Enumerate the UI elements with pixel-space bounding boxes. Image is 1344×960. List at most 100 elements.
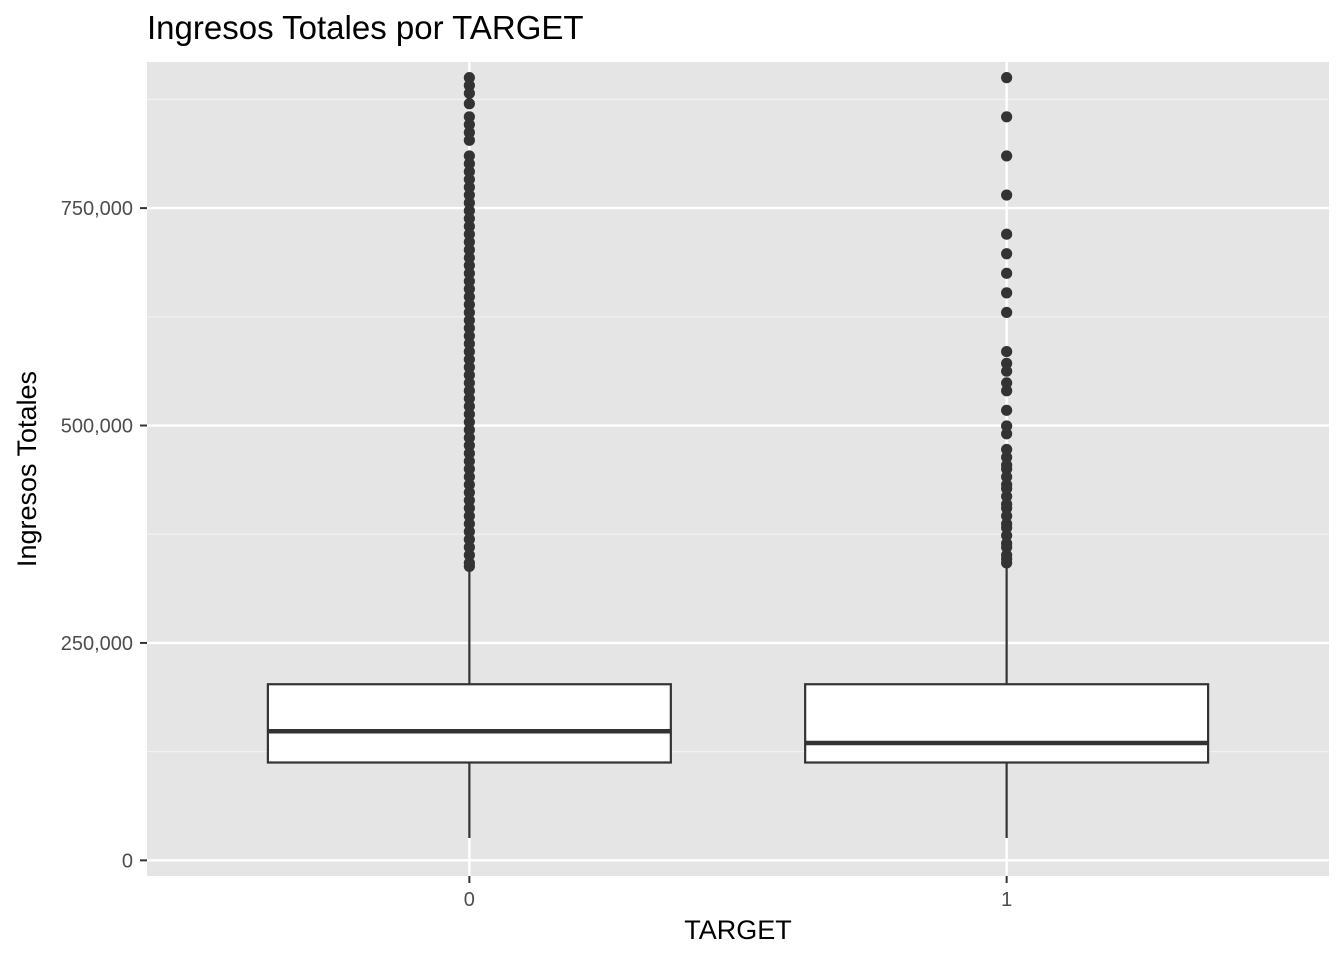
outlier-point [463, 439, 475, 452]
outlier-point [1001, 463, 1013, 475]
box-iqr [266, 683, 672, 764]
outlier-point [463, 361, 475, 373]
y-tick-label: 0 [122, 850, 133, 872]
outlier-point [463, 322, 475, 334]
outlier-point [463, 560, 475, 573]
outlier-point [1001, 490, 1013, 502]
outlier-point [463, 259, 475, 272]
outlier-point [1001, 72, 1013, 84]
outlier-point [463, 267, 475, 279]
outlier-point [463, 228, 475, 240]
y-axis: 0 250,000 500,000 750,000 [61, 198, 147, 872]
x-tick-label: 1 [1001, 889, 1012, 911]
outlier-point [1001, 287, 1013, 299]
outlier-point [463, 220, 475, 232]
outlier-point [1001, 529, 1013, 542]
outlier-point [463, 72, 475, 84]
outlier-point [463, 197, 475, 209]
outlier-point [463, 275, 475, 287]
outlier-point [463, 345, 475, 358]
outlier-point [463, 338, 475, 350]
outlier-point [463, 173, 475, 186]
outlier-point [463, 392, 475, 405]
outlier-point [463, 181, 475, 193]
outlier-point [463, 541, 475, 553]
outlier-point [1001, 443, 1013, 456]
outlier-point [463, 252, 475, 264]
outlier-point [463, 87, 475, 99]
outlier-point [463, 526, 475, 538]
outlier-point [1001, 502, 1013, 514]
outlier-point [463, 111, 475, 123]
y-tick-label: 750,000 [61, 198, 133, 220]
outlier-point [463, 447, 475, 459]
outlier-point [1001, 377, 1013, 389]
outlier-point [463, 416, 475, 428]
outlier-point [1001, 420, 1013, 432]
outlier-point [1001, 357, 1013, 369]
outlier-point [463, 314, 475, 326]
outlier-point [1001, 404, 1013, 416]
outlier-point [463, 377, 475, 389]
outlier-point [1001, 522, 1013, 534]
x-tick-label: 0 [464, 889, 475, 911]
outlier-point [463, 150, 475, 162]
outlier-point [1001, 306, 1013, 319]
outlier-point [1001, 482, 1013, 495]
outlier-point [1001, 385, 1013, 397]
y-tick-label: 250,000 [61, 633, 133, 655]
outlier-point [463, 165, 475, 178]
outlier-point [1001, 541, 1013, 553]
outlier-point [463, 119, 475, 131]
chart-title: Ingresos Totales por TARGET [147, 9, 584, 46]
outlier-point [463, 479, 475, 491]
outlier-point [463, 98, 475, 110]
outlier-point [463, 533, 475, 546]
box-iqr [804, 683, 1210, 764]
outlier-point [463, 126, 475, 139]
outlier-point [1001, 345, 1013, 358]
outlier-point [463, 212, 475, 225]
outlier-point [463, 400, 475, 412]
outlier-point [1001, 451, 1013, 463]
box-group-0 [266, 72, 672, 839]
outlier-point [463, 486, 475, 499]
outlier-point [463, 424, 475, 436]
outlier-point [1001, 471, 1013, 483]
outlier-point [1001, 150, 1013, 162]
y-tick-label: 500,000 [61, 416, 133, 438]
outlier-point [1001, 510, 1013, 522]
outlier-point [463, 471, 475, 483]
outlier-point [463, 236, 475, 248]
outlier-point [463, 510, 475, 522]
outlier-point [463, 502, 475, 514]
outlier-point [463, 158, 475, 170]
outlier-point [463, 79, 475, 92]
box-group-1 [804, 72, 1210, 839]
outlier-point [463, 306, 475, 319]
outlier-point [1001, 557, 1013, 569]
outlier-point [463, 494, 475, 506]
boxes-layer [266, 72, 1210, 839]
outlier-point [463, 330, 475, 342]
outlier-point [463, 353, 475, 366]
outlier-point [463, 299, 475, 311]
outlier-point [463, 244, 475, 256]
outlier-point [463, 134, 475, 146]
outlier-point [1001, 267, 1013, 279]
outlier-point [463, 205, 475, 217]
outlier-point [1001, 248, 1013, 260]
outlier-point [463, 283, 475, 295]
outlier-point [463, 432, 475, 444]
outlier-point [463, 189, 475, 201]
x-axis-title: TARGET [684, 915, 792, 945]
outlier-point [463, 518, 475, 530]
outlier-point [1001, 228, 1013, 240]
outlier-point [463, 385, 475, 397]
outlier-point [1001, 111, 1013, 123]
outlier-point [1001, 428, 1013, 440]
outlier-point [463, 549, 475, 561]
